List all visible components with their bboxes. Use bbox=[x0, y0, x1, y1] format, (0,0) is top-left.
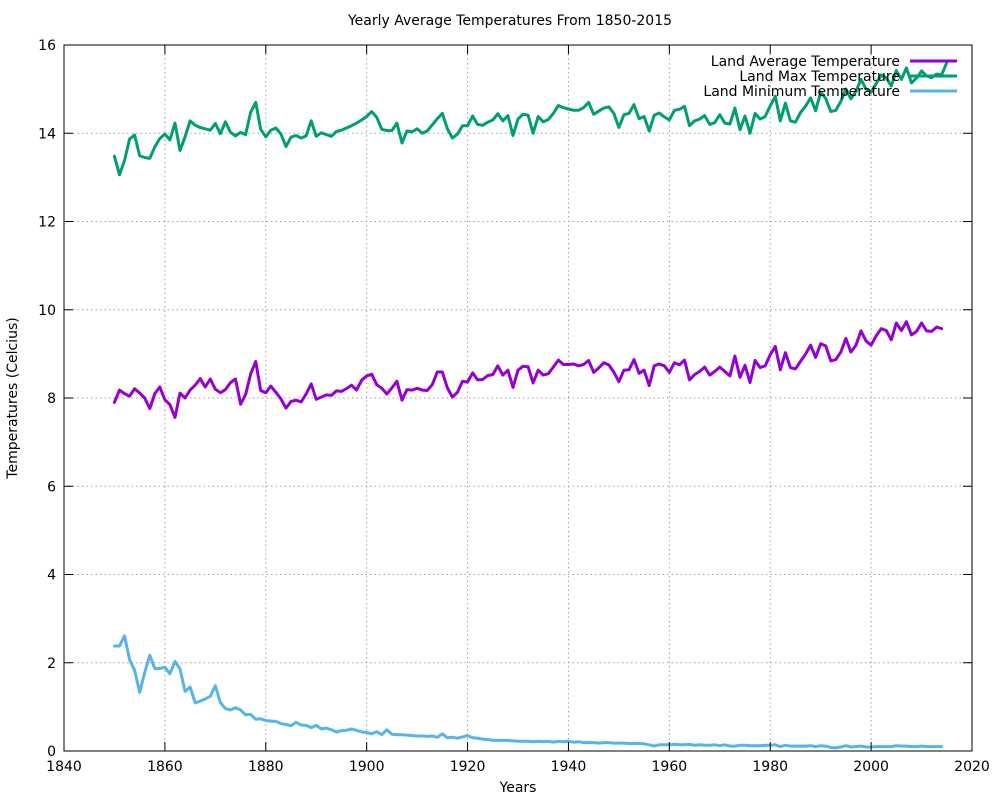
series-line-1 bbox=[112, 320, 944, 419]
y-axis-label: Temperatures (Celcius) bbox=[5, 317, 21, 479]
series-line-2 bbox=[112, 61, 949, 177]
x-tick-label: 1960 bbox=[652, 759, 688, 775]
x-tick-label: 1940 bbox=[551, 759, 587, 775]
x-axis-label: Years bbox=[499, 780, 537, 796]
x-tick-label: 1860 bbox=[147, 759, 183, 775]
gridlines bbox=[64, 45, 972, 751]
y-tick-label: 16 bbox=[38, 38, 56, 54]
x-tick-label: 1980 bbox=[752, 759, 788, 775]
y-tick-label: 6 bbox=[47, 479, 56, 495]
y-tick-label: 2 bbox=[47, 656, 56, 672]
y-tick-label: 12 bbox=[38, 215, 56, 231]
y-tick-label: 4 bbox=[47, 568, 56, 584]
legend-label-3: Land Minimum Temperature bbox=[703, 84, 900, 100]
series-line-3 bbox=[112, 634, 944, 750]
legend-label-1: Land Average Temperature bbox=[711, 54, 900, 70]
chart-title: Yearly Average Temperatures From 1850-20… bbox=[347, 13, 672, 29]
axis-ticks: 0 2 4 6 8 10 12 14 16 1840 1860 1880 1900 1920 1940 196… bbox=[38, 38, 990, 775]
x-tick-label: 1840 bbox=[46, 759, 82, 775]
series-lines bbox=[112, 61, 949, 750]
x-tick-label: 1920 bbox=[450, 759, 486, 775]
y-tick-label: 14 bbox=[38, 126, 56, 142]
x-tick-label: 1900 bbox=[349, 759, 385, 775]
legend-label-2: Land Max Temperature bbox=[739, 69, 900, 85]
x-tick-label: 2000 bbox=[853, 759, 889, 775]
x-tick-label: 2020 bbox=[954, 759, 990, 775]
y-tick-label: 10 bbox=[38, 303, 56, 319]
y-tick-label: 0 bbox=[47, 744, 56, 760]
y-tick-label: 8 bbox=[47, 391, 56, 407]
x-tick-label: 1880 bbox=[248, 759, 284, 775]
